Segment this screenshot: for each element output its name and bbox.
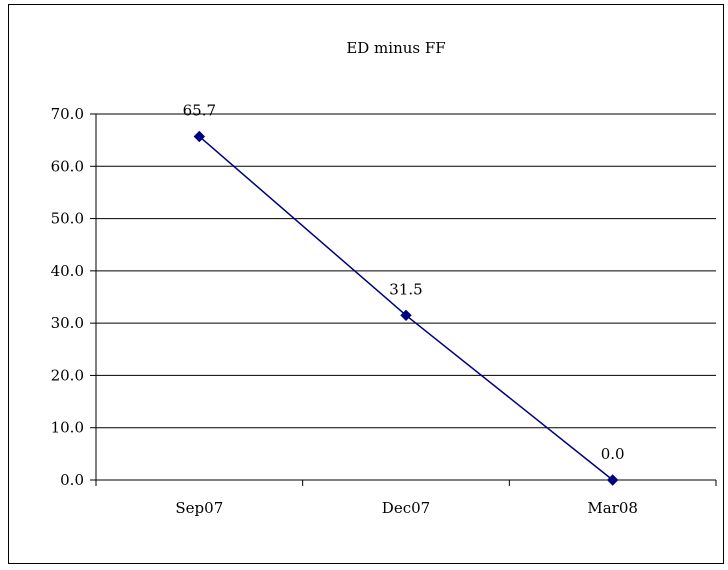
data-labels: 65.7 31.5 0.0: [183, 101, 625, 463]
y-tick-label: 20.0: [51, 366, 84, 384]
y-axis-ticks: 0.0 10.0 20.0 30.0 40.0 50.0 60.0 70.0: [51, 105, 84, 489]
y-tick-label: 60.0: [51, 157, 84, 175]
data-label: 0.0: [601, 445, 625, 463]
y-tick-label: 70.0: [51, 105, 84, 123]
axes: [90, 113, 717, 486]
chart-title: ED minus FF: [346, 39, 445, 57]
y-tick-label: 50.0: [51, 210, 84, 228]
y-tick-label: 10.0: [51, 419, 84, 437]
data-point-marker: [400, 309, 412, 322]
series: [193, 130, 619, 486]
chart-frame: ED minus FF 0.0 10.0 20.0 30.0 40.0 50.0 60.0 7…: [8, 4, 724, 564]
line-chart: ED minus FF 0.0 10.0 20.0 30.0 40.0 50.0 60.0 7…: [51, 39, 717, 517]
gridlines: [96, 113, 716, 429]
x-tick-label: Sep07: [175, 499, 223, 517]
y-tick-label: 0.0: [60, 471, 84, 489]
data-label: 31.5: [389, 280, 422, 298]
data-label: 65.7: [183, 101, 216, 119]
y-tick-label: 30.0: [51, 314, 84, 332]
series-line: [198, 135, 614, 481]
x-tick-label: Mar08: [587, 499, 638, 517]
x-axis-ticks: Sep07 Dec07 Mar08: [175, 499, 638, 517]
y-tick-label: 40.0: [51, 262, 84, 280]
data-point-marker: [193, 130, 206, 143]
x-tick-label: Dec07: [382, 499, 430, 517]
data-point-marker: [606, 474, 619, 486]
